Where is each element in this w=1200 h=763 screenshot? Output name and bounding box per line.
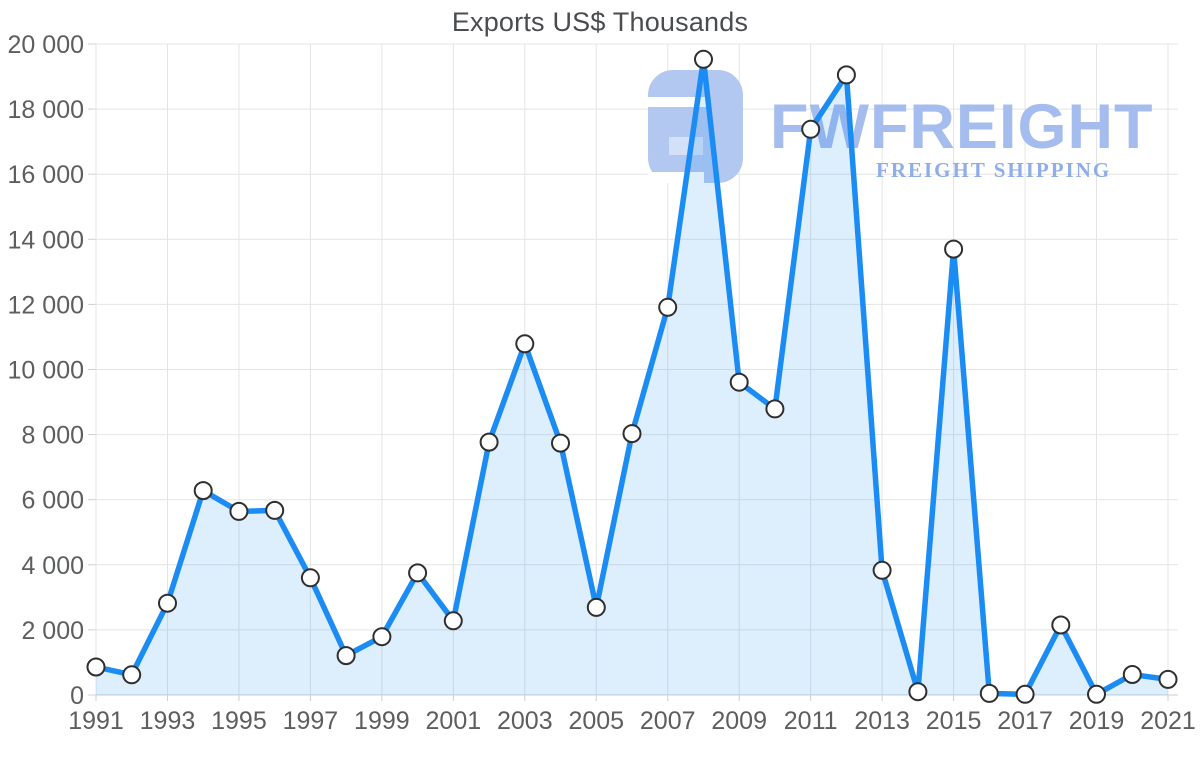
y-axis-label: 4 000	[21, 552, 84, 580]
x-axis-label: 1995	[211, 707, 267, 735]
data-point-2007[interactable]	[658, 297, 678, 317]
watermark-brand-text: FWFREIGHT	[770, 92, 1154, 162]
x-axis-label: 2001	[426, 707, 482, 735]
data-point-2002[interactable]	[479, 432, 499, 452]
x-axis-label: 1993	[140, 707, 196, 735]
y-axis-label: 0	[70, 682, 84, 710]
x-axis-label: 1999	[354, 707, 410, 735]
data-point-2003[interactable]	[515, 334, 535, 354]
data-point-2021[interactable]	[1158, 669, 1178, 689]
x-axis-label: 2009	[711, 707, 767, 735]
data-point-1999[interactable]	[372, 627, 392, 647]
x-axis-label: 2007	[640, 707, 696, 735]
series-area-fill	[96, 59, 1168, 696]
y-axis-label: 14 000	[8, 226, 84, 254]
data-point-1991[interactable]	[86, 657, 106, 677]
data-point-2017[interactable]	[1015, 684, 1035, 704]
data-point-2001[interactable]	[443, 611, 463, 631]
data-point-2014[interactable]	[908, 682, 928, 702]
x-axis-label: 2019	[1069, 707, 1125, 735]
y-axis-label: 8 000	[21, 422, 84, 450]
data-point-2004[interactable]	[551, 433, 570, 453]
data-point-1997[interactable]	[300, 568, 320, 588]
data-point-1995[interactable]	[229, 501, 249, 521]
data-point-2009[interactable]	[729, 372, 749, 392]
y-axis-label: 20 000	[8, 31, 84, 59]
x-axis-label: 1997	[283, 707, 339, 735]
data-point-2000[interactable]	[408, 563, 428, 583]
data-point-2006[interactable]	[622, 424, 642, 444]
y-axis-label: 10 000	[8, 357, 84, 385]
y-axis-label: 18 000	[8, 96, 84, 124]
data-point-1998[interactable]	[336, 646, 356, 666]
x-axis-label: 2021	[1140, 707, 1196, 735]
x-axis-label: 2003	[497, 707, 553, 735]
x-axis-label: 1991	[68, 707, 124, 735]
y-axis-label: 6 000	[21, 487, 84, 515]
data-point-2013[interactable]	[872, 560, 892, 580]
data-point-2015[interactable]	[944, 239, 964, 259]
data-point-2011[interactable]	[801, 119, 821, 139]
y-axis-label: 12 000	[8, 291, 84, 319]
data-point-2016[interactable]	[979, 683, 999, 703]
x-axis-label: 2011	[784, 707, 838, 735]
fwfreight-watermark: FWFREIGHT FREIGHT SHIPPING	[648, 70, 1168, 190]
data-point-2005[interactable]	[586, 597, 606, 617]
data-point-2020[interactable]	[1122, 665, 1142, 684]
y-axis-label: 2 000	[21, 617, 84, 645]
x-axis-label: 2005	[568, 707, 624, 735]
data-point-2019[interactable]	[1087, 684, 1106, 704]
data-point-1996[interactable]	[265, 500, 285, 520]
watermark-subtitle-text: FREIGHT SHIPPING	[876, 158, 1112, 182]
x-axis-label: 2017	[997, 707, 1053, 735]
data-point-1994[interactable]	[193, 481, 213, 501]
data-point-2018[interactable]	[1051, 615, 1071, 635]
data-point-2012[interactable]	[836, 65, 856, 85]
x-axis-label: 2013	[854, 707, 910, 735]
data-point-2010[interactable]	[765, 399, 785, 419]
data-point-2008[interactable]	[694, 49, 713, 69]
data-point-1992[interactable]	[122, 665, 142, 685]
x-axis-label: 2015	[926, 707, 982, 735]
y-axis-label: 16 000	[8, 161, 84, 189]
data-point-1993[interactable]	[158, 593, 177, 613]
chart-title: Exports US$ Thousands	[451, 7, 749, 37]
